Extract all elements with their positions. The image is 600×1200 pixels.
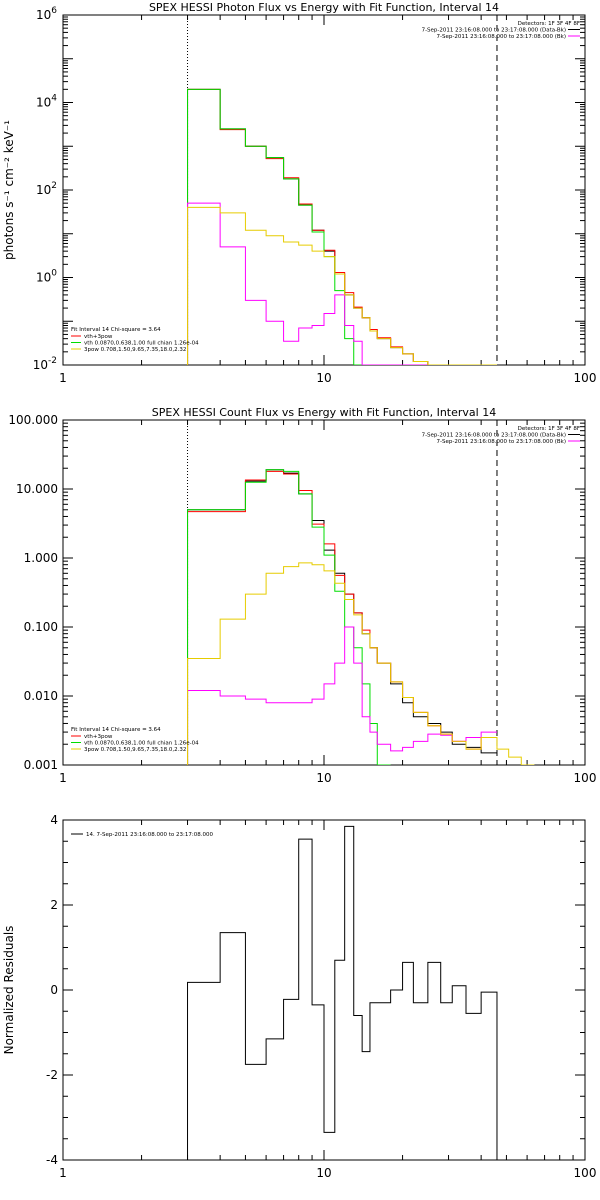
y-tick-label: 106 (36, 6, 57, 22)
legend-bottom-entry: vth+3pow (84, 734, 113, 740)
plot-frame (62, 419, 586, 766)
y-tick-label: 0.100 (24, 620, 58, 634)
y-tick-label: 0.010 (24, 689, 58, 703)
legend-bottom-entry: vth 0.0870,0.638,1.00 full chian 1.26e-0… (84, 341, 199, 347)
y-tick-label: 100 (36, 269, 57, 285)
legend-entry: 14. 7-Sep-2011 23:16:08.000 to 23:17:08.… (86, 832, 213, 838)
series-line-3 (187, 202, 497, 365)
legend-top-entry: 7-Sep-2011 23:16:08.000 to 23:17:08.000 … (422, 433, 566, 439)
series-group (187, 88, 497, 365)
y-tick-label: -2 (46, 1068, 58, 1082)
x-tick-label: 10 (316, 371, 331, 385)
x-tick-label: 10 (316, 1166, 331, 1180)
chart-title: SPEX HESSI Count Flux vs Energy with Fit… (152, 406, 496, 419)
photon-flux-panel: SPEX HESSI Photon Flux vs Energy with Fi… (2, 1, 596, 385)
series-line-0 (187, 469, 497, 765)
series-line-2 (187, 469, 391, 765)
y-tick-label: 1.000 (24, 551, 58, 565)
legend-bottom-header: Fit Interval 14 Chi-square = 3.64 (71, 327, 161, 333)
y-axis-label: Normalized Residuals (2, 926, 16, 1055)
count-flux-panel: SPEX HESSI Count Flux vs Energy with Fit… (8, 406, 596, 785)
y-tick-label: 10.000 (16, 482, 58, 496)
y-tick-label: 0.001 (24, 758, 58, 772)
x-tick-label: 100 (574, 1166, 597, 1180)
legend-bottom-entry: vth+3pow (84, 334, 113, 340)
series-line-4 (187, 206, 497, 365)
legend-bottom-entry: vth 0.0870,0.638,1.00 full chian 1.26e-0… (84, 741, 199, 747)
x-tick-label: 1 (59, 771, 67, 785)
y-tick-label: 102 (36, 181, 57, 197)
y-tick-label: 104 (36, 94, 57, 110)
legend-bottom-entry: 3pow 0.708,1.50,9.65,7.35,18.0,2.32 (84, 347, 186, 353)
series-line-0 (187, 825, 498, 1160)
series-line-2 (187, 88, 370, 365)
x-tick-label: 100 (574, 371, 597, 385)
legend-top-entry: 7-Sep-2011 23:16:08.000 to 23:17:08.000 … (437, 439, 567, 445)
x-tick-label: 1 (59, 1166, 67, 1180)
series-line-4 (187, 562, 535, 765)
x-tick-label: 10 (316, 771, 331, 785)
y-tick-label: 4 (50, 813, 58, 827)
legend-top-entry: 7-Sep-2011 23:16:08.000 to 23:17:08.000 … (437, 34, 567, 40)
x-tick-label: 1 (59, 371, 67, 385)
legend-bottom-header: Fit Interval 14 Chi-square = 3.64 (71, 727, 161, 733)
series-line-1 (187, 470, 497, 765)
y-tick-label: 100.000 (8, 413, 58, 427)
plot-frame (62, 14, 586, 366)
x-tick-label: 100 (574, 771, 597, 785)
legend-top-entry: Detectors: 1F 3F 4F 8F (518, 21, 580, 27)
y-tick-label: 2 (50, 898, 58, 912)
chart-title: SPEX HESSI Photon Flux vs Energy with Fi… (149, 1, 499, 14)
legend-top-entry: Detectors: 1F 3F 4F 8F (518, 426, 580, 432)
series-line-0 (187, 88, 497, 365)
series-group (187, 469, 535, 765)
y-tick-label: 10-2 (33, 356, 57, 372)
y-tick-label: 0 (50, 983, 58, 997)
legend-bottom-entry: 3pow 0.708,1.50,9.65,7.35,18.0,2.32 (84, 747, 186, 753)
y-axis-label: photons s⁻¹ cm⁻² keV⁻¹ (2, 120, 16, 260)
series-line-1 (187, 88, 497, 365)
series-line-3 (187, 626, 497, 765)
residuals-panel: Normalized Residuals 1 10 100 -4 -2 0 2 4 14. 7-S… (2, 813, 596, 1180)
legend-top-entry: 7-Sep-2011 23:16:08.000 to 23:17:08.000 … (422, 28, 566, 34)
series-group (187, 825, 498, 1160)
y-tick-label: -4 (46, 1153, 58, 1167)
